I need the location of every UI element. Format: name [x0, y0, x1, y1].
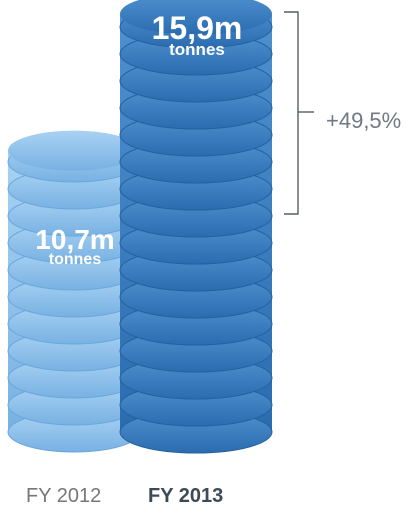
bar-fy-2012 — [7, 130, 141, 453]
change-percentage-label: +49,5% — [326, 108, 402, 133]
coin-stacks — [7, 0, 273, 454]
bar-fy-2013 — [119, 0, 273, 454]
x-tick-label-fy2012: FY 2012 — [26, 485, 102, 507]
x-tick-label-fy2013: FY 2013 — [148, 485, 224, 507]
change-bracket — [284, 11, 314, 215]
coin-top — [120, 0, 272, 35]
coin-top — [8, 130, 140, 171]
